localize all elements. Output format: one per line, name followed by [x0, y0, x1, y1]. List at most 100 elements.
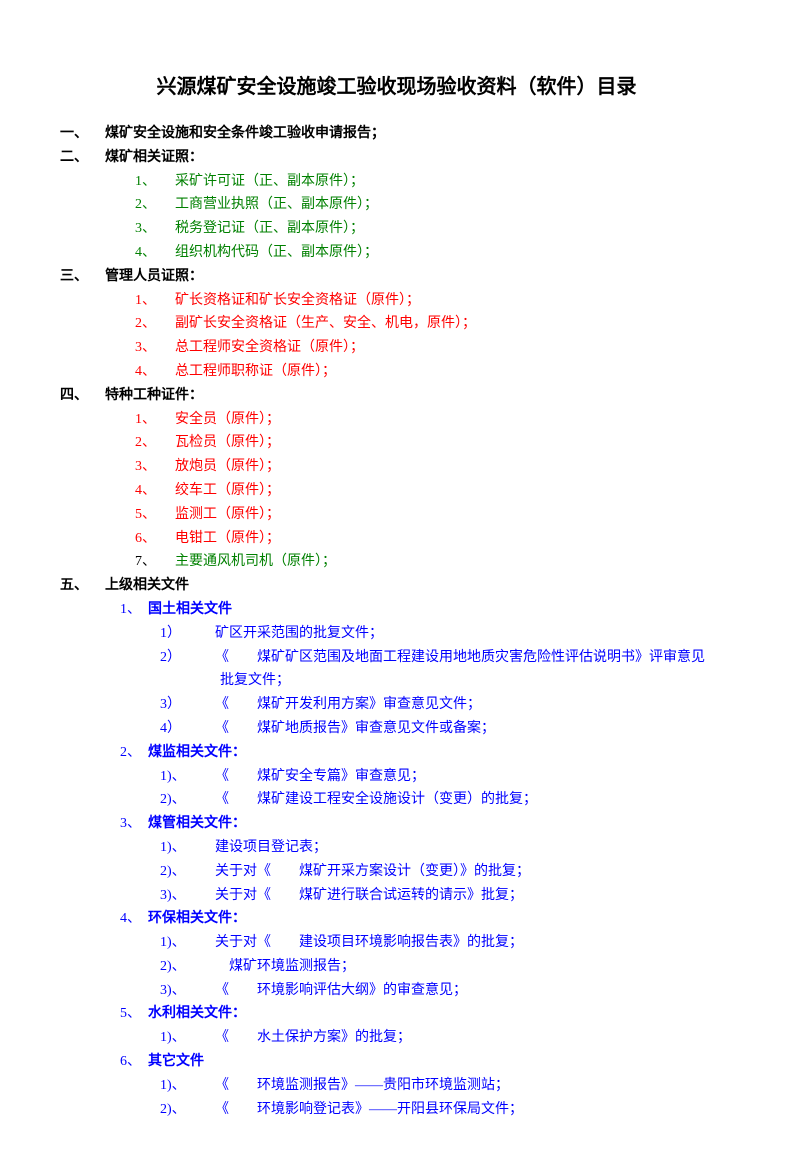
- subitem-text: 煤矿环境监测报告；: [215, 955, 355, 979]
- section-title: 特种工种证件：: [105, 384, 203, 408]
- item-number: 1、: [135, 289, 175, 313]
- subitem-number: 1)、: [160, 1074, 215, 1098]
- item-row: 7、主要通风机司机（原件）；: [60, 550, 733, 574]
- item-row: 1、安全员（原件）；: [60, 408, 733, 432]
- subitem-number: 3)、: [160, 979, 215, 1003]
- item-number: 4、: [135, 479, 175, 503]
- item-text: 组织机构代码（正、副本原件）；: [175, 241, 378, 265]
- item-number: 4、: [135, 241, 175, 265]
- item-row: 5、监测工（原件）；: [60, 503, 733, 527]
- subitem-text: 《 煤矿安全专篇》审查意见；: [215, 765, 425, 789]
- subitem-text: 《 环境影响评估大纲》的审查意见；: [215, 979, 467, 1003]
- subitem-row: 2)、关于对《 煤矿开采方案设计（变更）》的批复；: [60, 860, 733, 884]
- item-number: 1、: [135, 408, 175, 432]
- item-row: 2、瓦检员（原件）；: [60, 431, 733, 455]
- item-text: 税务登记证（正、副本原件）；: [175, 217, 364, 241]
- subitem-number: 1)、: [160, 765, 215, 789]
- item-number: 2、: [135, 312, 175, 336]
- item-text: 放炮员（原件）；: [175, 455, 280, 479]
- item-text: 主要通风机司机（原件）；: [175, 550, 336, 574]
- item-number: 7、: [135, 550, 175, 574]
- item-text: 瓦检员（原件）；: [175, 431, 280, 455]
- item-number: 5、: [135, 503, 175, 527]
- subitem-text: 《 煤矿地质报告》审查意见文件或备案；: [215, 717, 495, 741]
- subitem-number: 2)、: [160, 1098, 215, 1122]
- subitem-row: 2)、 煤矿环境监测报告；: [60, 955, 733, 979]
- subsection-number: 6、: [120, 1050, 148, 1074]
- subitem-row: 批复文件；: [60, 669, 733, 693]
- item-number: 1、: [135, 170, 175, 194]
- document-page: 兴源煤矿安全设施竣工验收现场验收资料（软件）目录 一、煤矿安全设施和安全条件竣工…: [0, 0, 793, 1161]
- item-number: 6、: [135, 527, 175, 551]
- subitem-number: 2)、: [160, 955, 215, 979]
- subitem-number: 2）: [160, 646, 215, 670]
- subsection-title: 国土相关文件: [148, 598, 232, 622]
- item-text: 电钳工（原件）；: [175, 527, 280, 551]
- item-text: 采矿许可证（正、副本原件）；: [175, 170, 364, 194]
- subitem-number: 2)、: [160, 860, 215, 884]
- subitem-number: 1)、: [160, 836, 215, 860]
- subitem-row: 1)、《 水土保护方案》的批复；: [60, 1026, 733, 1050]
- item-number: 3、: [135, 336, 175, 360]
- item-row: 4、总工程师职称证（原件）；: [60, 360, 733, 384]
- subsection-title: 环保相关文件：: [148, 907, 246, 931]
- subitem-text: 关于对《 建设项目环境影响报告表》的批复；: [215, 931, 523, 955]
- item-number: 4、: [135, 360, 175, 384]
- item-text: 总工程师职称证（原件）；: [175, 360, 336, 384]
- item-text: 总工程师安全资格证（原件）；: [175, 336, 364, 360]
- subitem-text: 《 环境影响登记表》——开阳县环保局文件；: [215, 1098, 523, 1122]
- item-number: 3、: [135, 217, 175, 241]
- subsection-title: 其它文件: [148, 1050, 204, 1074]
- subsection-number: 1、: [120, 598, 148, 622]
- subitem-number: 3）: [160, 693, 215, 717]
- subitem-text: 《 水土保护方案》的批复；: [215, 1026, 411, 1050]
- item-text: 工商营业执照（正、副本原件）；: [175, 193, 378, 217]
- subsection-number: 5、: [120, 1002, 148, 1026]
- item-row: 1、矿长资格证和矿长安全资格证（原件）；: [60, 289, 733, 313]
- subitem-row: 2）《 煤矿矿区范围及地面工程建设用地地质灾害危险性评估说明书》评审意见: [60, 646, 733, 670]
- section-number: 五、: [60, 574, 105, 598]
- subitem-text: 《 煤矿矿区范围及地面工程建设用地地质灾害危险性评估说明书》评审意见: [215, 646, 705, 670]
- subitem-row: 3）《 煤矿开发利用方案》审查意见文件；: [60, 693, 733, 717]
- subitem-text: 建设项目登记表；: [215, 836, 327, 860]
- subitem-row: 4）《 煤矿地质报告》审查意见文件或备案；: [60, 717, 733, 741]
- subitem-row: 2)、《 环境影响登记表》——开阳县环保局文件；: [60, 1098, 733, 1122]
- subitem-text: 关于对《 煤矿进行联合试运转的请示》批复；: [215, 884, 523, 908]
- subsection-title: 水利相关文件：: [148, 1002, 246, 1026]
- subitem-number: 1)、: [160, 1026, 215, 1050]
- section-title: 煤矿相关证照：: [105, 146, 203, 170]
- item-number: 3、: [135, 455, 175, 479]
- subsection-row: 3、煤管相关文件：: [60, 812, 733, 836]
- item-text: 监测工（原件）；: [175, 503, 280, 527]
- subitem-number: 3)、: [160, 884, 215, 908]
- subsection-row: 4、环保相关文件：: [60, 907, 733, 931]
- subitem-row: 1)、《 环境监测报告》——贵阳市环境监测站；: [60, 1074, 733, 1098]
- section-row: 二、煤矿相关证照：: [60, 146, 733, 170]
- item-row: 1、采矿许可证（正、副本原件）；: [60, 170, 733, 194]
- subitem-number: 1)、: [160, 931, 215, 955]
- subsection-row: 6、其它文件: [60, 1050, 733, 1074]
- subitem-row: 1)、《 煤矿安全专篇》审查意见；: [60, 765, 733, 789]
- item-row: 4、组织机构代码（正、副本原件）；: [60, 241, 733, 265]
- subitem-row: 3)、关于对《 煤矿进行联合试运转的请示》批复；: [60, 884, 733, 908]
- subsection-number: 3、: [120, 812, 148, 836]
- item-number: 2、: [135, 431, 175, 455]
- section-row: 三、管理人员证照：: [60, 265, 733, 289]
- subitem-number: 2)、: [160, 788, 215, 812]
- item-row: 2、副矿长安全资格证（生产、安全、机电，原件）；: [60, 312, 733, 336]
- subitem-text: 《 环境监测报告》——贵阳市环境监测站；: [215, 1074, 509, 1098]
- section-row: 五、上级相关文件: [60, 574, 733, 598]
- subitem-text: 《 煤矿建设工程安全设施设计（变更）的批复；: [215, 788, 537, 812]
- subitem-row: 1)、建设项目登记表；: [60, 836, 733, 860]
- subitem-row: 1)、关于对《 建设项目环境影响报告表》的批复；: [60, 931, 733, 955]
- item-row: 4、绞车工（原件）；: [60, 479, 733, 503]
- subitem-number: 1）: [160, 622, 215, 646]
- subsection-title: 煤管相关文件：: [148, 812, 246, 836]
- subitem-row: 1）矿区开采范围的批复文件；: [60, 622, 733, 646]
- item-row: 3、总工程师安全资格证（原件）；: [60, 336, 733, 360]
- section-title: 管理人员证照：: [105, 265, 203, 289]
- item-row: 2、工商营业执照（正、副本原件）；: [60, 193, 733, 217]
- item-text: 矿长资格证和矿长安全资格证（原件）；: [175, 289, 420, 313]
- section-row: 四、特种工种证件：: [60, 384, 733, 408]
- section-number: 一、: [60, 122, 105, 146]
